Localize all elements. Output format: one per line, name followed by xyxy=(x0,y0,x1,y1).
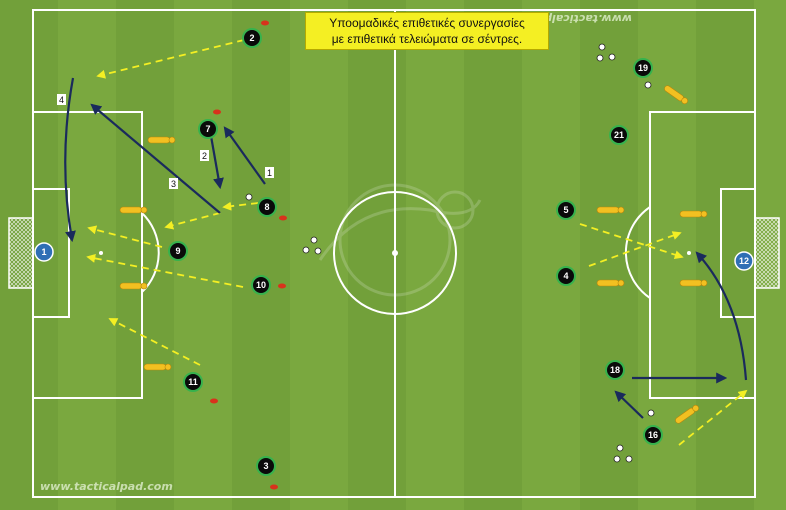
player-19: 19 xyxy=(633,58,653,78)
ball xyxy=(608,53,616,61)
svg-text:5: 5 xyxy=(563,205,568,215)
cone xyxy=(279,215,287,221)
svg-text:9: 9 xyxy=(175,246,180,256)
player-16: 16 xyxy=(643,425,663,445)
mannequin xyxy=(596,206,625,214)
svg-text:21: 21 xyxy=(614,130,624,140)
ball xyxy=(245,193,253,201)
mannequin xyxy=(119,282,148,290)
svg-text:7: 7 xyxy=(205,124,210,134)
step-label-4: 4 xyxy=(57,94,66,105)
svg-text:3: 3 xyxy=(263,461,268,471)
svg-text:2: 2 xyxy=(249,33,254,43)
ball xyxy=(625,455,633,463)
player-8: 8 xyxy=(257,197,277,217)
players: 2 7 8 9 10 11 3 5 4 19 21 18 16 xyxy=(168,28,663,476)
title-line-2: με επιθετικά τελειώματα σε σέντρες. xyxy=(331,32,523,46)
cone xyxy=(261,20,269,26)
mannequin xyxy=(679,279,708,287)
goalkeeper-1: 1 xyxy=(34,242,54,262)
svg-text:19: 19 xyxy=(638,63,648,73)
run-arrows xyxy=(64,77,748,419)
svg-text:1: 1 xyxy=(41,247,46,257)
player-11: 11 xyxy=(183,372,203,392)
mannequin xyxy=(664,85,688,105)
watermark-bottom: www.tacticalpad.com xyxy=(40,480,173,493)
goalkeeper-12: 12 xyxy=(734,251,754,271)
cones xyxy=(210,20,287,490)
svg-text:11: 11 xyxy=(188,377,198,387)
svg-text:4: 4 xyxy=(59,95,64,105)
player-9: 9 xyxy=(168,241,188,261)
ball xyxy=(596,54,604,62)
ball xyxy=(616,444,624,452)
svg-text:4: 4 xyxy=(563,271,568,281)
svg-text:8: 8 xyxy=(264,202,269,212)
step-labels: 1 2 3 4 xyxy=(57,94,274,189)
cone xyxy=(213,109,221,115)
ball xyxy=(613,455,621,463)
ball xyxy=(647,409,655,417)
player-21: 21 xyxy=(609,125,629,145)
mannequin xyxy=(119,206,148,214)
player-5: 5 xyxy=(556,200,576,220)
svg-text:18: 18 xyxy=(610,365,620,375)
ball xyxy=(598,43,606,51)
player-3: 3 xyxy=(256,456,276,476)
svg-text:2: 2 xyxy=(202,151,207,161)
mannequin xyxy=(596,279,625,287)
svg-text:12: 12 xyxy=(739,256,749,266)
player-7: 7 xyxy=(198,119,218,139)
ball xyxy=(644,81,652,89)
step-label-2: 2 xyxy=(200,150,209,161)
cone xyxy=(210,398,218,404)
right-goal xyxy=(754,217,780,289)
mannequin xyxy=(143,363,172,371)
ball xyxy=(314,247,322,255)
svg-text:16: 16 xyxy=(648,430,658,440)
svg-text:3: 3 xyxy=(171,179,176,189)
step-label-3: 3 xyxy=(169,178,178,189)
goalkeepers: 1 12 xyxy=(34,242,754,271)
mannequin xyxy=(675,404,699,424)
mannequin xyxy=(679,210,708,218)
player-4: 4 xyxy=(556,266,576,286)
step-label-1: 1 xyxy=(265,167,274,178)
player-18: 18 xyxy=(605,360,625,380)
ball xyxy=(310,236,318,244)
mannequins xyxy=(119,85,708,424)
mannequin xyxy=(147,136,176,144)
cone xyxy=(270,484,278,490)
left-goal xyxy=(8,217,34,289)
player-10: 10 xyxy=(251,275,271,295)
pass-arrows xyxy=(86,39,748,446)
cone xyxy=(278,283,286,289)
title-line-1: Υποομαδικές επιθετικές συνεργασίες xyxy=(329,16,525,30)
balls xyxy=(245,43,655,463)
ball xyxy=(302,246,310,254)
svg-text:1: 1 xyxy=(267,168,272,178)
player-2: 2 xyxy=(242,28,262,48)
title-box: Υποομαδικές επιθετικές συνεργασίες με επ… xyxy=(305,12,549,50)
svg-text:10: 10 xyxy=(256,280,266,290)
